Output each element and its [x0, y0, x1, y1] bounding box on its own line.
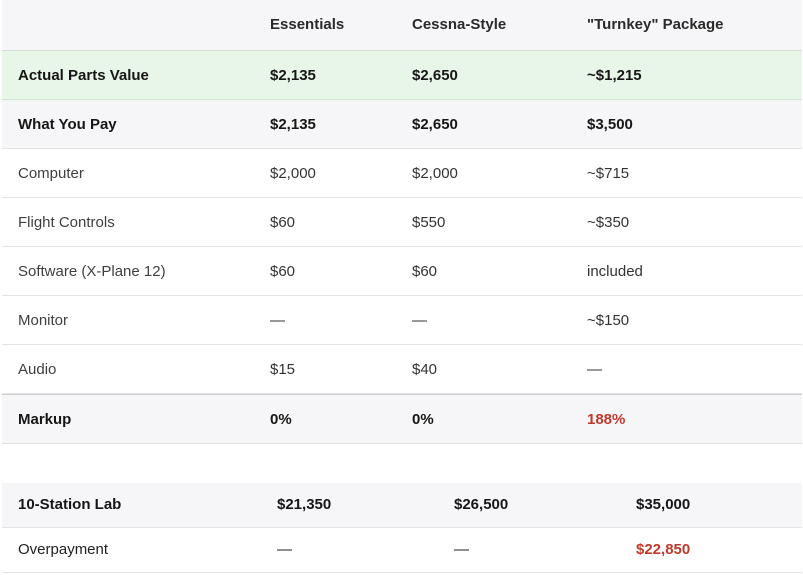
cell-turnkey-overpayment: $22,850 — [636, 541, 691, 558]
row-monitor: Monitor — — ~$150 — [2, 296, 802, 345]
cell-essentials: $15 — [270, 361, 296, 378]
table-header-row: Essentials Cessna-Style "Turnkey" Packag… — [2, 0, 802, 51]
cell-essentials: $60 — [270, 263, 296, 280]
row-label: Computer — [18, 165, 84, 182]
row-markup: Markup 0% 0% 188% — [2, 394, 802, 444]
row-label: Software (X-Plane 12) — [18, 263, 166, 280]
row-label: Overpayment — [18, 541, 109, 558]
row-label: Flight Controls — [18, 214, 115, 231]
row-label: Monitor — [18, 312, 69, 329]
cell-cessna: $2,650 — [412, 116, 458, 133]
cell-essentials: $21,350 — [277, 496, 332, 513]
cell-turnkey: $3,500 — [587, 116, 633, 133]
cell-cessna: $2,650 — [412, 67, 458, 84]
cell-cessna: $26,500 — [454, 496, 509, 513]
cell-essentials: $60 — [270, 214, 296, 231]
row-label: 10-Station Lab — [18, 496, 122, 513]
cell-cessna: $550 — [412, 214, 446, 231]
cell-turnkey: included — [587, 263, 643, 280]
cell-essentials: $2,135 — [270, 67, 316, 84]
cell-essentials: — — [277, 541, 292, 558]
cell-essentials: $2,000 — [270, 165, 316, 182]
cost-comparison-table: Essentials Cessna-Style "Turnkey" Packag… — [2, 0, 802, 444]
row-computer: Computer $2,000 $2,000 ~$715 — [2, 149, 802, 198]
cell-turnkey: ~$715 — [587, 165, 630, 182]
cell-cessna: $60 — [412, 263, 438, 280]
cell-turnkey: ~$1,215 — [587, 67, 642, 84]
cell-cessna: — — [454, 541, 469, 558]
cell-turnkey-markup: 188% — [587, 411, 626, 428]
lab-cost-table: 10-Station Lab $21,350 $26,500 $35,000 O… — [2, 483, 802, 573]
row-software: Software (X-Plane 12) $60 $60 included — [2, 247, 802, 296]
row-what-you-pay: What You Pay $2,135 $2,650 $3,500 — [2, 100, 802, 149]
cell-turnkey: ~$150 — [587, 312, 630, 329]
row-label: What You Pay — [18, 116, 117, 133]
row-actual-parts-value: Actual Parts Value $2,135 $2,650 ~$1,215 — [2, 51, 802, 100]
row-overpayment: Overpayment — — $22,850 — [2, 528, 802, 573]
row-label: Markup — [18, 411, 72, 428]
cell-essentials: $2,135 — [270, 116, 316, 133]
row-label: Actual Parts Value — [18, 67, 149, 84]
row-label: Audio — [18, 361, 57, 378]
cell-cessna: 0% — [412, 411, 434, 428]
cell-turnkey: ~$350 — [587, 214, 630, 231]
header-turnkey: "Turnkey" Package — [587, 16, 724, 33]
header-cessna-style: Cessna-Style — [412, 16, 507, 33]
row-audio: Audio $15 $40 — — [2, 345, 802, 394]
header-essentials: Essentials — [270, 16, 345, 33]
cell-cessna: — — [412, 312, 427, 329]
cell-cessna: $40 — [412, 361, 438, 378]
cell-turnkey: — — [587, 361, 602, 378]
cell-essentials: 0% — [270, 411, 292, 428]
cell-cessna: $2,000 — [412, 165, 458, 182]
row-10-station-lab: 10-Station Lab $21,350 $26,500 $35,000 — [2, 483, 802, 528]
cell-essentials: — — [270, 312, 285, 329]
cell-turnkey: $35,000 — [636, 496, 691, 513]
row-flight-controls: Flight Controls $60 $550 ~$350 — [2, 198, 802, 247]
